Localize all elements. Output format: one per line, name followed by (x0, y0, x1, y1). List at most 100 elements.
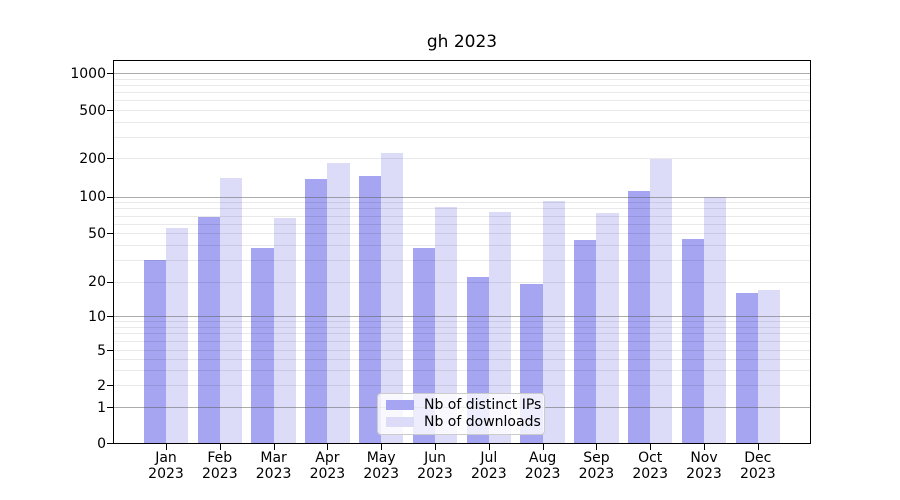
x-tick-year: 2023 (309, 465, 346, 482)
legend-label-downloads: Nb of downloads (424, 413, 541, 430)
y-tick-mark-1 (107, 407, 113, 409)
x-tick-mark-sep (596, 444, 598, 451)
y-tick-label-0: 0 (97, 435, 106, 452)
x-tick-month: Jul (480, 450, 498, 466)
gridline-minor-900 (114, 78, 810, 80)
y-tick-label-5: 5 (97, 342, 106, 359)
bar-downloads-oct (650, 159, 673, 444)
legend-row-distinct-ips: Nb of distinct IPs (378, 398, 544, 412)
gridline-minor-30 (114, 260, 810, 262)
gridline-minor-500 (114, 110, 810, 111)
y-tick-label-100: 100 (79, 189, 106, 206)
x-tick-label-mar: Mar 2023 (242, 450, 306, 482)
bar-downloads-sep (596, 213, 619, 444)
bar-downloads-nov (704, 196, 727, 444)
gridline-minor-20 (114, 281, 810, 283)
x-tick-month: Apr (315, 450, 340, 466)
y-tick-mark-20 (107, 281, 113, 283)
x-tick-label-dec: Dec 2023 (726, 450, 790, 482)
bar-distinct-ips-apr (305, 179, 328, 444)
legend-swatch-downloads-icon (386, 416, 414, 427)
x-tick-mark-may (381, 444, 383, 451)
bar-downloads-feb (219, 177, 243, 444)
bar-downloads-mar (273, 217, 296, 444)
x-tick-year: 2023 (363, 465, 399, 482)
x-tick-month: Nov (690, 450, 718, 466)
x-tick-mark-feb (219, 444, 221, 451)
x-tick-year: 2023 (686, 465, 722, 482)
x-tick-year: 2023 (524, 465, 561, 482)
bar-distinct-ips-sep (574, 240, 597, 444)
x-tick-year: 2023 (578, 465, 615, 482)
bar-downloads-jun (435, 207, 458, 444)
bar-distinct-ips-jan (143, 260, 166, 444)
bar-downloads-dec (757, 289, 781, 444)
x-tick-mark-jan (166, 444, 167, 451)
x-tick-mark-dec (757, 444, 759, 451)
y-tick-mark-1000 (107, 73, 113, 74)
x-tick-label-apr: Apr 2023 (295, 450, 359, 482)
legend-label-distinct-ips: Nb of distinct IPs (424, 397, 542, 414)
gridline-minor-70 (114, 215, 810, 217)
x-tick-month: Oct (638, 450, 663, 466)
bar-downloads-jul (488, 211, 512, 444)
x-tick-mark-jun (435, 444, 436, 451)
chart-title: gh 2023 (426, 32, 498, 52)
y-tick-mark-200 (107, 158, 113, 159)
x-tick-mark-oct (650, 444, 652, 451)
gridline-minor-200 (114, 158, 810, 159)
x-tick-year: 2023 (148, 465, 184, 482)
gridline-minor-50 (114, 233, 810, 235)
x-tick-mark-apr (327, 444, 329, 451)
gridline-minor-80 (114, 208, 810, 210)
x-tick-label-jul: Jul 2023 (457, 450, 521, 482)
bar-distinct-ips-nov (681, 238, 704, 444)
y-tick-label-20: 20 (88, 274, 106, 291)
bar-downloads-may (381, 152, 404, 444)
gridline-minor-3 (114, 369, 810, 371)
y-tick-mark-50 (107, 233, 113, 235)
x-tick-label-jan: Jan 2023 (134, 450, 198, 482)
gridline-minor-8 (114, 326, 810, 328)
gridline-minor-9 (114, 321, 810, 323)
gridline-minor-800 (114, 84, 810, 86)
x-tick-label-nov: Nov 2023 (672, 450, 736, 482)
gridline-minor-5 (114, 350, 810, 351)
x-tick-month: Dec (744, 450, 772, 466)
x-tick-month: Mar (260, 450, 287, 466)
x-tick-mark-aug (542, 444, 544, 451)
x-tick-label-aug: Aug 2023 (511, 450, 575, 482)
x-tick-month: May (366, 450, 396, 466)
y-tick-mark-0 (107, 443, 113, 445)
gridline-minor-4 (114, 358, 810, 360)
x-tick-month: Jun (424, 450, 446, 466)
x-tick-month: Sep (583, 450, 610, 466)
x-tick-label-jun: Jun 2023 (403, 450, 467, 482)
bar-distinct-ips-feb (197, 217, 220, 444)
legend-swatch-distinct-ips-icon (386, 400, 414, 411)
y-tick-mark-10 (107, 316, 113, 317)
x-tick-mark-mar (273, 444, 275, 451)
gridline-minor-600 (114, 100, 810, 102)
gridline-minor-400 (114, 121, 810, 123)
x-tick-year: 2023 (739, 465, 776, 482)
gridline-major-100 (114, 196, 810, 198)
gridline-minor-300 (114, 136, 810, 138)
x-tick-year: 2023 (201, 465, 238, 482)
y-tick-label-2: 2 (97, 377, 106, 394)
gridline-minor-700 (114, 92, 810, 94)
bar-distinct-ips-dec (735, 292, 758, 444)
x-tick-mark-nov (704, 444, 705, 451)
y-tick-label-1: 1 (97, 399, 106, 416)
legend: Nb of distinct IPs Nb of downloads (377, 393, 545, 435)
x-tick-year: 2023 (632, 465, 668, 482)
x-tick-year: 2023 (255, 465, 292, 482)
gridline-major-1000 (114, 73, 810, 74)
bar-downloads-aug (542, 201, 565, 444)
y-tick-mark-2 (107, 385, 113, 387)
x-tick-month: Aug (528, 450, 557, 466)
bar-distinct-ips-may (358, 176, 382, 444)
x-tick-year: 2023 (417, 465, 453, 482)
x-tick-year: 2023 (470, 465, 507, 482)
